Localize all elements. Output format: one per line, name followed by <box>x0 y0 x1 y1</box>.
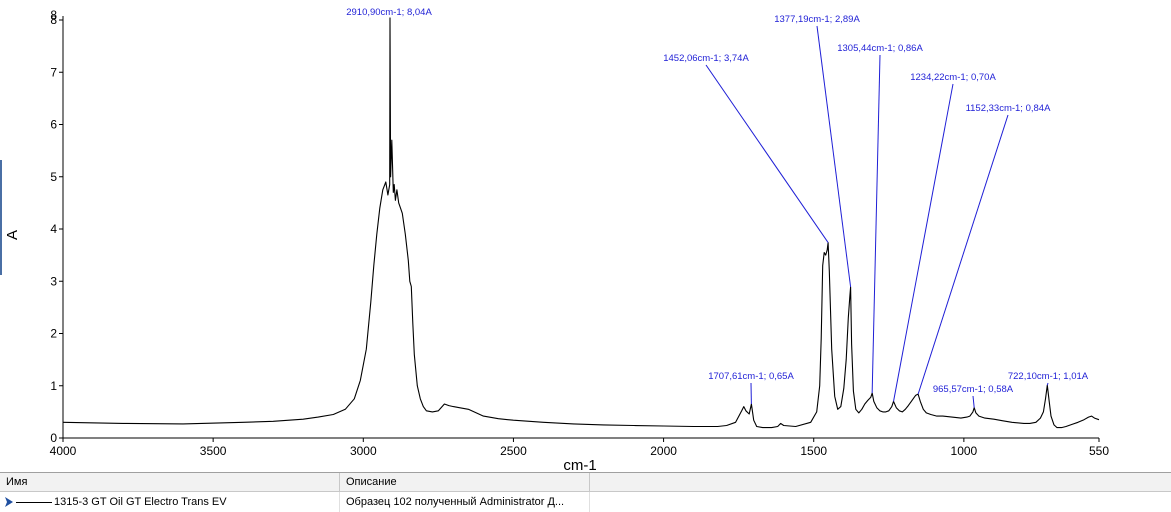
peak-label: 965,57cm-1; 0,58A <box>933 384 1014 395</box>
peak-label: 1152,33cm-1; 0,84A <box>966 103 1052 114</box>
x-axis-title: cm-1 <box>563 457 596 472</box>
column-header-extra <box>590 473 1171 491</box>
y-tick-label: 6 <box>50 118 57 132</box>
peak-label: 2910,90cm-1; 8,04A <box>346 7 432 18</box>
y-tick-label: 3 <box>50 274 57 288</box>
peak-leader-line <box>872 55 880 393</box>
spectra-table[interactable]: Имя Описание 1315-3 GT Oil GT Electro Tr… <box>0 472 1171 512</box>
row-description-cell: Образец 102 полученный Administrator Д..… <box>340 492 590 512</box>
y-tick-label: 2 <box>50 327 57 341</box>
peak-leader-line <box>894 84 953 401</box>
x-tick-label: 1500 <box>800 444 827 458</box>
table-header: Имя Описание <box>0 473 1171 492</box>
peak-label: 1234,22cm-1; 0,70A <box>910 72 996 83</box>
x-tick-label: 4000 <box>50 444 77 458</box>
y-axis-title: A <box>4 230 21 240</box>
peak-label: 1305,44cm-1; 0,86A <box>837 43 923 54</box>
x-tick-label: 1000 <box>951 444 978 458</box>
y-tick-label: 4 <box>50 222 57 236</box>
y-tick-label: 7 <box>50 65 57 79</box>
column-header-name[interactable]: Имя <box>0 473 340 491</box>
peak-label: 1707,61cm-1; 0,65A <box>708 371 794 382</box>
peak-annotations: 2910,90cm-1; 8,04A 1452,06cm-1; 3,74A 1377… <box>346 7 1089 408</box>
series-line-swatch <box>16 502 52 503</box>
x-tick-label: 2000 <box>650 444 677 458</box>
table-row[interactable]: 1315-3 GT Oil GT Electro Trans EV Образе… <box>0 492 1171 512</box>
x-tick-label: 2500 <box>500 444 527 458</box>
peak-leader-line <box>706 65 828 243</box>
peak-leader-line <box>918 115 1008 394</box>
peak-leader-line <box>817 26 851 287</box>
current-row-arrow-icon <box>4 496 14 508</box>
column-header-description[interactable]: Описание <box>340 473 590 491</box>
y-axis-max-label: 8 <box>50 8 57 22</box>
row-name-cell[interactable]: 1315-3 GT Oil GT Electro Trans EV <box>0 492 340 512</box>
x-tick-label: 3000 <box>350 444 377 458</box>
peak-leader-line <box>973 396 974 408</box>
spectrum-plot: 4000 3500 3000 2500 2000 1500 1000 550 0 1 2 3 4 5 6 7 8… <box>0 0 1171 472</box>
y-tick-label: 1 <box>50 379 57 393</box>
x-tick-label: 550 <box>1089 444 1109 458</box>
peak-label: 1377,19cm-1; 2,89A <box>774 14 860 25</box>
y-tick-label: 5 <box>50 170 57 184</box>
peak-leader-line <box>1047 383 1048 385</box>
peak-label: 1452,06cm-1; 3,74A <box>663 53 749 64</box>
chart-svg: 4000 3500 3000 2500 2000 1500 1000 550 0 1 2 3 4 5 6 7 8… <box>0 0 1171 472</box>
series-name: 1315-3 GT Oil GT Electro Trans EV <box>54 492 227 512</box>
x-tick-label: 3500 <box>200 444 227 458</box>
y-tick-label: 0 <box>50 431 57 445</box>
peak-label: 722,10cm-1; 1,01A <box>1008 371 1089 382</box>
panel-edge-indicator <box>0 160 2 275</box>
